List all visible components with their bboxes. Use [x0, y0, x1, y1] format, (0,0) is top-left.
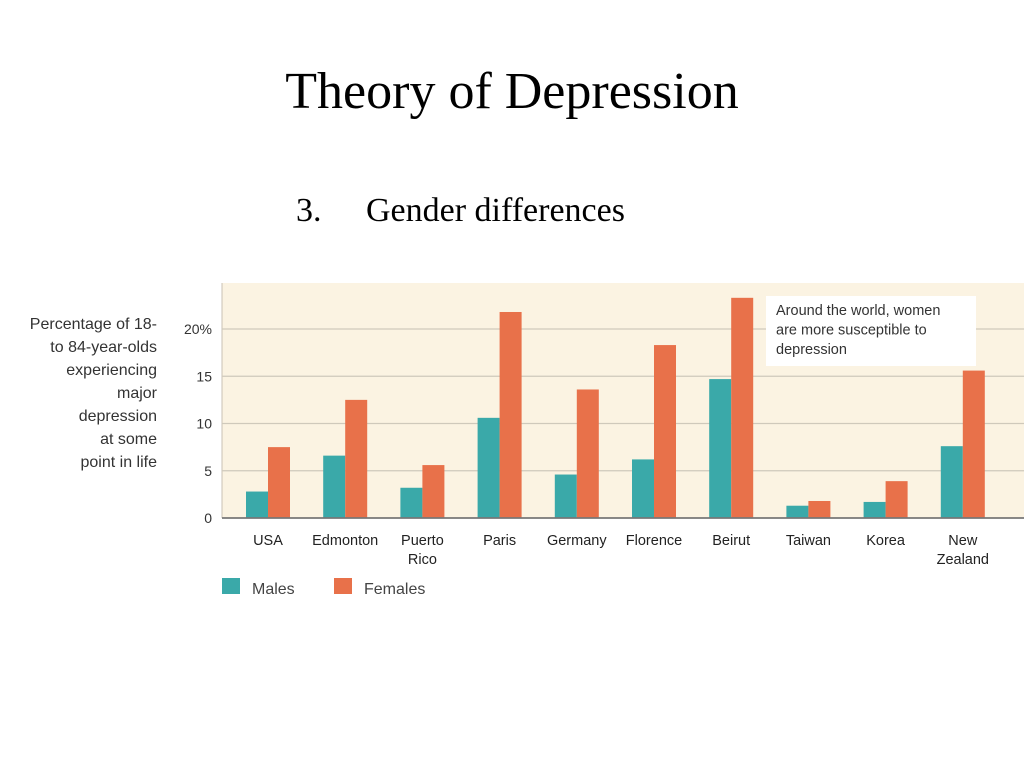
y-axis-label-line: at some [100, 431, 157, 448]
bar-males-8 [863, 501, 886, 518]
category-label: New [948, 533, 978, 549]
bar-females-8 [885, 481, 908, 518]
bar-males-3 [477, 417, 500, 518]
bar-males-5 [632, 459, 654, 518]
category-label: Beirut [712, 533, 750, 549]
y-tick-label: 20% [184, 321, 212, 337]
y-axis-label-line: major [116, 385, 157, 402]
category-label: Paris [483, 533, 516, 549]
bar-females-3 [499, 311, 522, 518]
annotation-text-line: Around the world, women [776, 303, 940, 319]
bar-females-2 [422, 465, 445, 518]
y-tick-label: 5 [204, 463, 212, 479]
category-label: Taiwan [786, 533, 831, 549]
y-tick-label: 10 [196, 416, 212, 432]
y-axis-label: Percentage of 18- to 84-year-olds experi… [0, 313, 157, 474]
bar-females-7 [808, 500, 831, 518]
bar-males-0 [246, 491, 268, 518]
y-axis-label-line: depression [78, 408, 157, 425]
y-axis-label-line: to 84-year-olds [50, 339, 157, 356]
y-axis-label-line: experiencing [66, 362, 157, 379]
slide-title: Theory of Depression [285, 63, 739, 120]
legend-swatch-males [222, 578, 240, 594]
y-tick-label: 0 [204, 510, 212, 526]
category-label: Florence [626, 533, 682, 549]
category-label: Rico [408, 552, 437, 568]
y-axis-label-line: point in life [80, 454, 158, 471]
subtitle-number: 3. [296, 192, 322, 229]
bar-males-6 [709, 379, 732, 518]
annotation-box [766, 296, 976, 366]
subtitle-text: Gender differences [366, 192, 625, 229]
legend-label-females: Females [364, 581, 425, 598]
bar-females-9 [962, 370, 985, 518]
bar-females-0 [268, 447, 290, 518]
category-label: USA [253, 533, 283, 549]
category-label: Germany [547, 533, 607, 549]
legend-label-males: Males [252, 581, 295, 598]
bar-males-2 [400, 487, 423, 518]
bar-males-4 [554, 474, 577, 518]
category-label: Zealand [937, 552, 989, 568]
annotation-text-line: depression [776, 342, 847, 358]
annotation-text-line: are more susceptible to [776, 323, 927, 339]
bar-males-1 [323, 455, 346, 518]
bar-females-4 [576, 389, 599, 518]
slide-subtitle: 3. Gender differences [296, 192, 625, 230]
bar-females-6 [731, 297, 754, 518]
category-label: Edmonton [312, 533, 378, 549]
bar-females-1 [345, 399, 368, 518]
category-label: Korea [866, 533, 906, 549]
category-label: Puerto [401, 533, 444, 549]
legend-swatch-females [334, 578, 352, 594]
bar-males-7 [786, 505, 809, 518]
y-tick-label: 15 [196, 368, 212, 384]
bar-males-9 [940, 446, 963, 518]
y-axis-label-line: Percentage of 18- [29, 316, 157, 333]
bar-females-5 [654, 345, 676, 518]
